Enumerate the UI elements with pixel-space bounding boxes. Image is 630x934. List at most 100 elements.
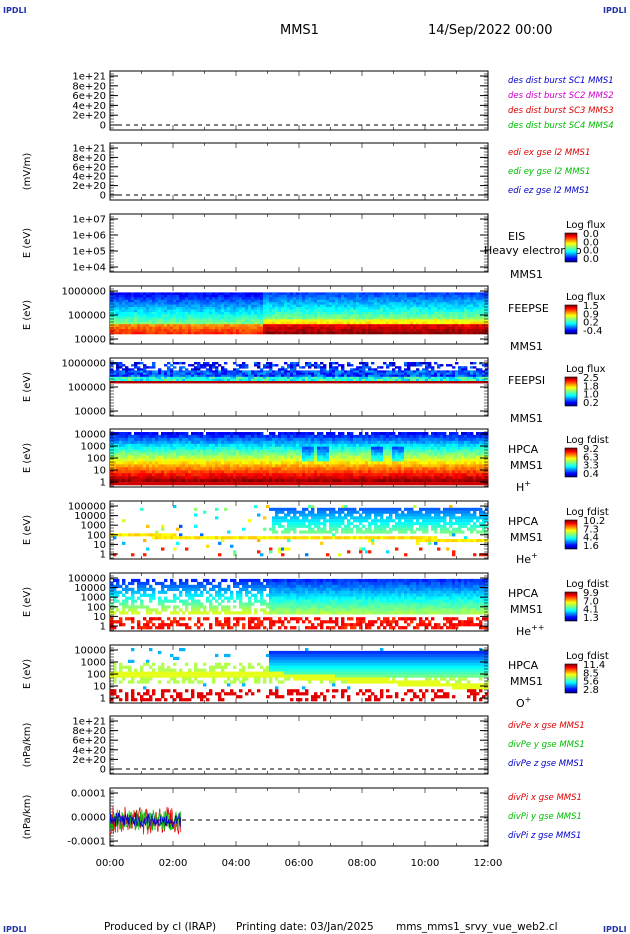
spectrogram-cell (239, 455, 243, 459)
spectrogram-cell (119, 470, 123, 474)
spectrogram-cell (374, 378, 378, 382)
spectrogram-cell (263, 321, 267, 325)
spectrogram-cell (131, 316, 135, 320)
spectrogram-cell (134, 362, 138, 365)
spectrogram-cell (284, 434, 288, 439)
spectrogram-cell (389, 299, 393, 303)
spectrogram-cell (263, 434, 267, 439)
spectrogram-cell (197, 292, 201, 296)
spectrogram-cell (365, 299, 369, 303)
spectrogram-cell (167, 376, 171, 380)
spectrogram-cell (233, 331, 237, 335)
spectrogram-cell (119, 314, 123, 318)
spectrogram-cell (332, 326, 336, 330)
spectrogram-cell (245, 449, 249, 453)
spectrogram-cell (293, 364, 297, 367)
spectrogram-cell (131, 446, 135, 450)
spectrogram-cell (248, 458, 252, 462)
spectrogram-cell (287, 307, 291, 310)
spectrogram-cell (242, 374, 246, 378)
spectrogram-cell (128, 309, 132, 313)
spectrogram-cell (344, 443, 348, 447)
spectrogram-cell (146, 299, 150, 303)
spectrogram-cell (269, 437, 273, 442)
spectrogram-cell (140, 458, 144, 462)
spectrogram-cell (248, 319, 252, 322)
spectrogram-cell (245, 374, 249, 378)
spectrogram-cell (242, 376, 246, 380)
spectrogram-cell (218, 378, 222, 382)
spectrogram-cell (293, 307, 297, 310)
spectrogram-cell (407, 364, 411, 367)
spectrogram-cell (320, 452, 324, 456)
spectrogram-cell (317, 364, 321, 367)
spectrogram-cell (311, 434, 315, 439)
spectrogram-cell (122, 364, 126, 367)
spectrogram-cell (431, 312, 435, 315)
spectrogram-cell (332, 331, 336, 335)
spectrogram-cell (251, 432, 255, 436)
spectrogram-cell (206, 476, 210, 480)
spectrogram-cell (152, 331, 156, 335)
spectrogram-cell (209, 370, 213, 373)
spectrogram-cell (326, 443, 330, 447)
spectrogram-cell (473, 374, 477, 378)
spectrogram-cell (344, 372, 348, 375)
spectrogram-cell (341, 464, 345, 468)
spectrogram-cell (125, 314, 129, 318)
spectrogram-cell (158, 309, 162, 313)
spectrogram-cell (407, 319, 411, 322)
spectrogram-cell (212, 366, 216, 369)
spectrogram-cell (311, 449, 315, 453)
spectrogram-cell (242, 443, 246, 447)
spectrogram-cell (335, 366, 339, 369)
spectrogram-cell (215, 464, 219, 468)
spectrogram-cell (119, 312, 123, 315)
spectrogram-cell (188, 455, 192, 459)
spectrogram-cell (245, 331, 249, 335)
spectrogram-cell (329, 434, 333, 439)
spectrogram-cell (281, 458, 285, 462)
spectrogram-cell (248, 473, 252, 477)
spectrogram-cell (335, 470, 339, 474)
spectrogram-cell (191, 378, 195, 382)
spectrogram-cell (341, 299, 345, 303)
spectrogram-cell (137, 467, 141, 471)
spectrogram-cell (356, 370, 360, 373)
y-tick-label: 2e+20 (72, 111, 106, 122)
spectrogram-cell (194, 302, 198, 305)
spectrogram-cell (209, 374, 213, 378)
spectrogram-cell (323, 476, 327, 480)
spectrogram-cell (173, 370, 177, 373)
spectrogram-cell (155, 309, 159, 313)
spectrogram-cell (485, 312, 489, 315)
spectrogram-cell (239, 381, 243, 384)
spectrogram-cell (455, 372, 459, 375)
spectrogram-cell (452, 314, 456, 318)
spectrogram-cell (191, 381, 195, 384)
spectrogram-cell (404, 304, 408, 308)
spectrogram-cell (257, 324, 261, 327)
spectrogram-cell (344, 314, 348, 318)
spectrogram-cell (482, 314, 486, 318)
spectrogram-cell (266, 364, 270, 367)
spectrogram-cell (176, 314, 180, 318)
spectrogram-cell (254, 364, 258, 367)
spectrogram-cell (212, 440, 216, 444)
spectrogram-cell (275, 455, 279, 459)
spectrogram-cell (284, 378, 288, 382)
spectrogram-cell (452, 294, 456, 298)
spectrogram-cell (455, 309, 459, 313)
spectrogram-cell (260, 376, 264, 380)
spectrogram-cell (251, 321, 255, 325)
spectrogram-cell (137, 366, 141, 369)
spectrogram-cell (182, 479, 186, 483)
spectrogram-cell (182, 319, 186, 322)
spectrogram-cell (131, 294, 135, 298)
spectrogram-cell (479, 331, 483, 335)
spectrogram-cell (467, 374, 471, 378)
spectrogram-cell (329, 329, 333, 332)
spectrogram-cell (287, 455, 291, 459)
spectrogram-cell (173, 482, 177, 486)
spectrogram-cell (203, 292, 207, 296)
